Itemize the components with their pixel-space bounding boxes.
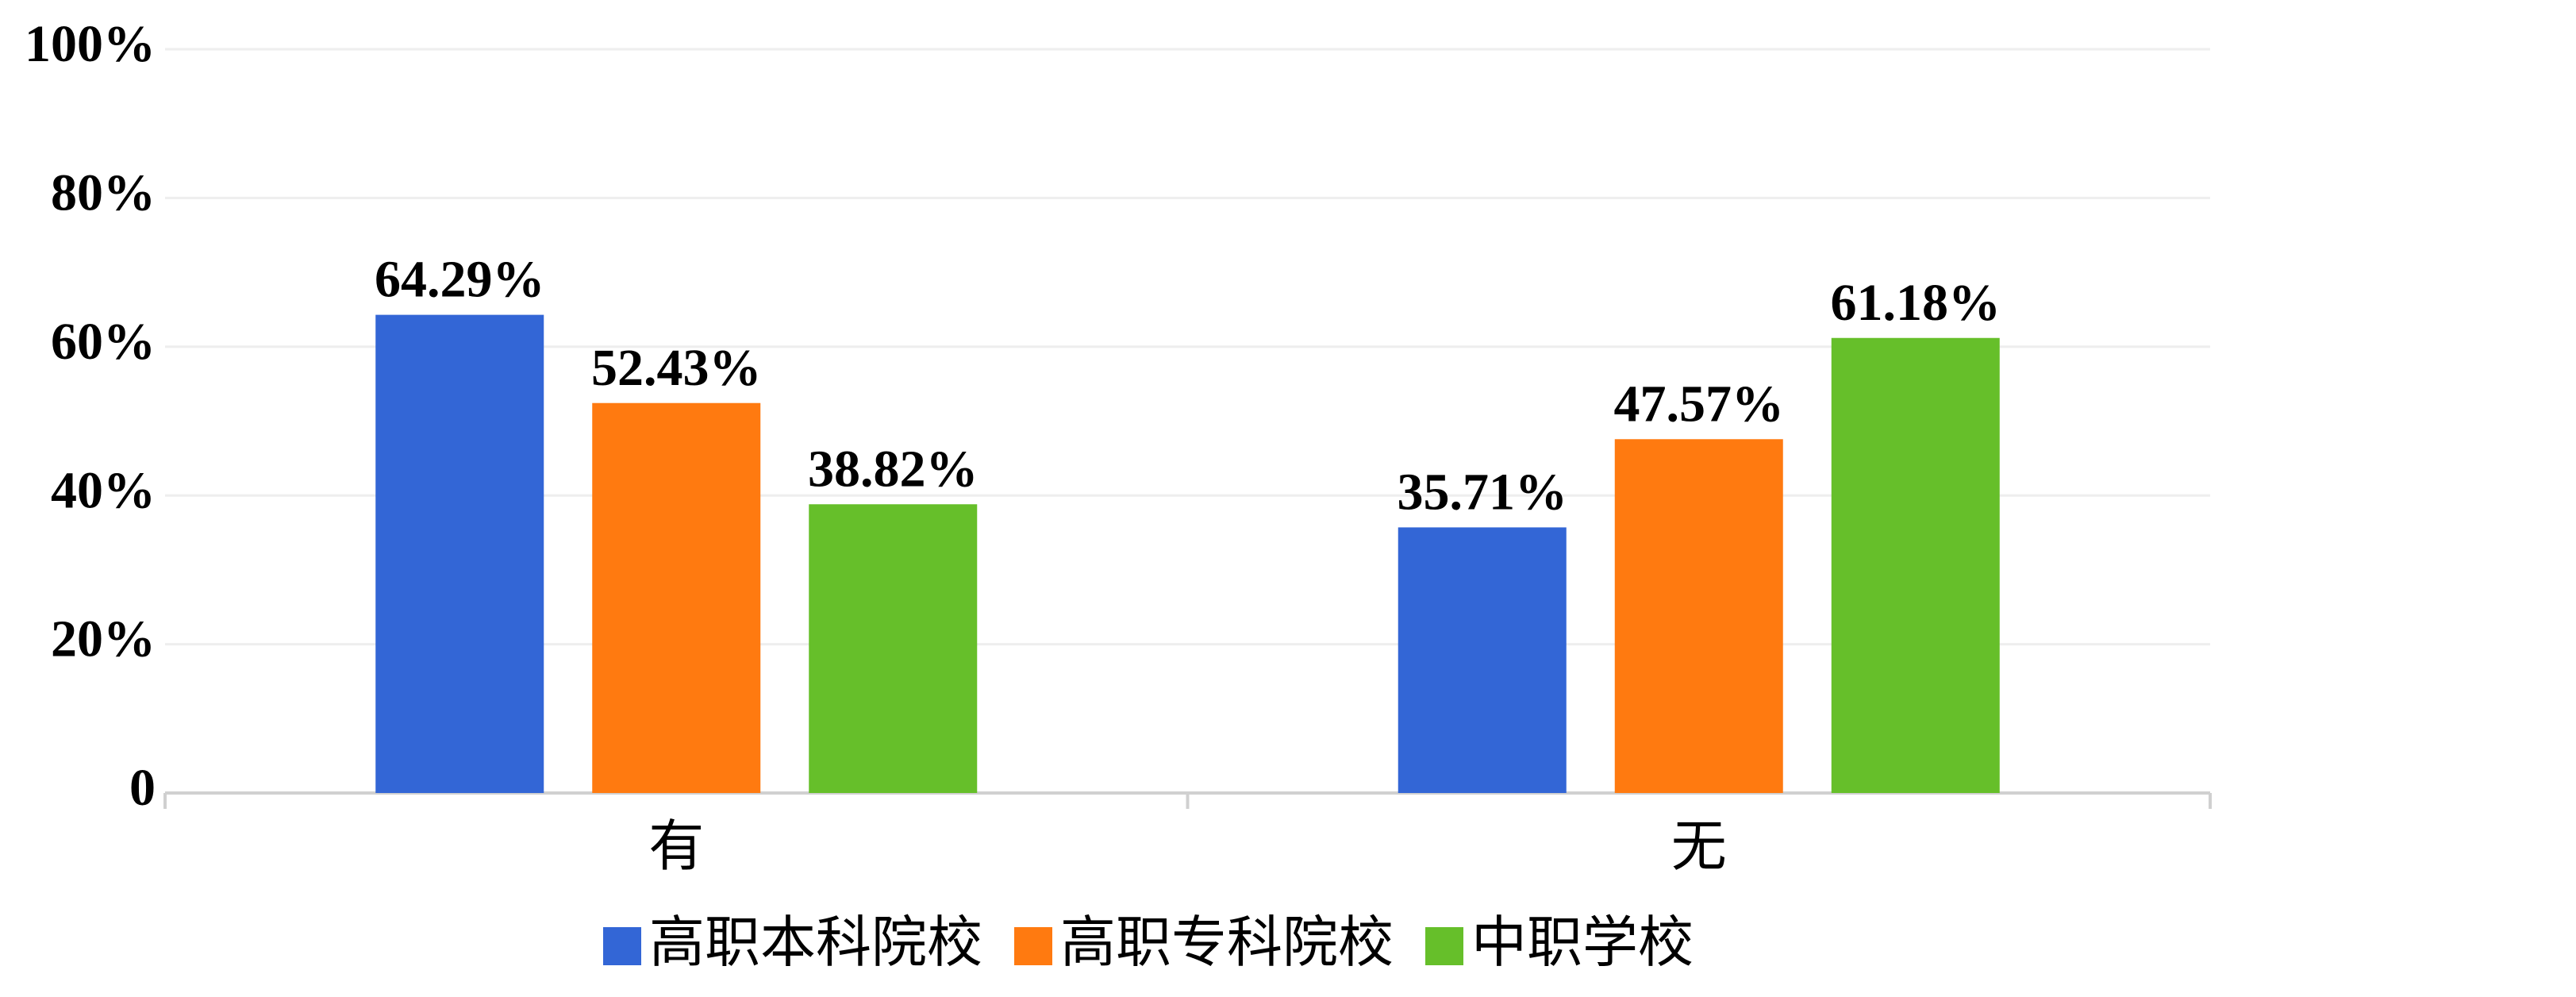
- bar: [375, 314, 544, 794]
- value-label: 64.29%: [375, 251, 545, 309]
- x-tick-label: 无: [1671, 814, 1727, 879]
- bar: [1831, 337, 2000, 793]
- legend-swatch: [1425, 927, 1463, 965]
- x-tick-label: 有: [648, 814, 704, 879]
- legend-label: 高职专科院校: [1060, 910, 1394, 975]
- value-label: 35.71%: [1398, 464, 1568, 522]
- legend-label: 高职本科院校: [649, 910, 982, 975]
- value-label: 52.43%: [591, 339, 762, 397]
- value-label: 47.57%: [1614, 375, 1785, 433]
- y-tick-label: 20%: [51, 610, 156, 668]
- y-tick-label: 40%: [51, 461, 156, 519]
- legend-swatch: [1014, 927, 1052, 965]
- bar: [809, 504, 978, 793]
- bar: [592, 402, 761, 793]
- legend-label: 中职学校: [1471, 910, 1694, 975]
- value-label: 61.18%: [1831, 274, 2001, 332]
- legend-swatch: [603, 927, 641, 965]
- y-tick-label: 80%: [51, 164, 156, 222]
- y-tick-label: 60%: [51, 313, 156, 371]
- value-label: 38.82%: [808, 440, 978, 498]
- bar: [1614, 439, 1783, 793]
- y-tick-label: 0: [129, 759, 156, 817]
- y-tick-label: 100%: [25, 15, 156, 73]
- bar: [1398, 527, 1567, 793]
